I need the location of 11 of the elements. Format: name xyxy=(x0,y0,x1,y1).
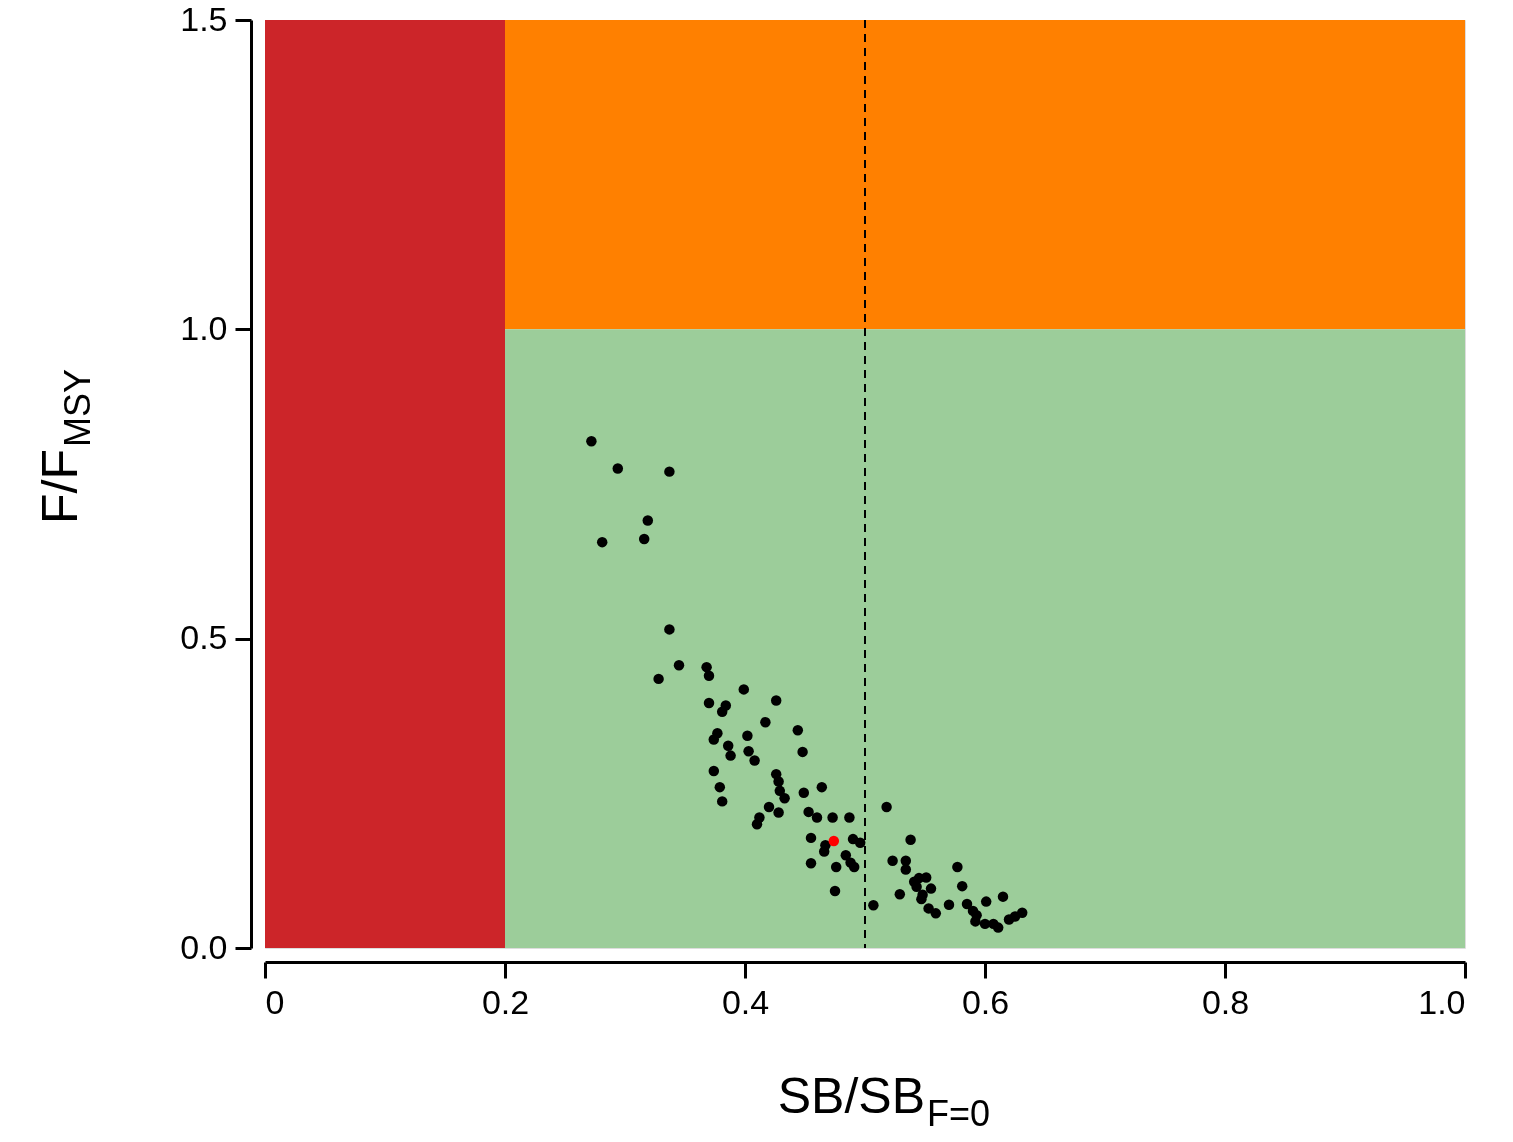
x-tick-label: 0 xyxy=(265,982,285,1021)
y-tick-label: 0.0 xyxy=(180,927,228,966)
x-tick-label: 0.4 xyxy=(721,982,770,1021)
y-tick-label: 1.5 xyxy=(180,0,228,38)
y-tick-label: 1.0 xyxy=(180,308,228,347)
x-tick-label: 0.8 xyxy=(1201,982,1250,1021)
x-tick-label: 1.0 xyxy=(1418,982,1466,1021)
y-axis-title: F/FMSY xyxy=(32,368,98,524)
y-tick-label: 0.5 xyxy=(180,618,228,657)
x-tick-label: 0.6 xyxy=(961,982,1010,1021)
x-tick-label: 0.2 xyxy=(481,982,530,1021)
